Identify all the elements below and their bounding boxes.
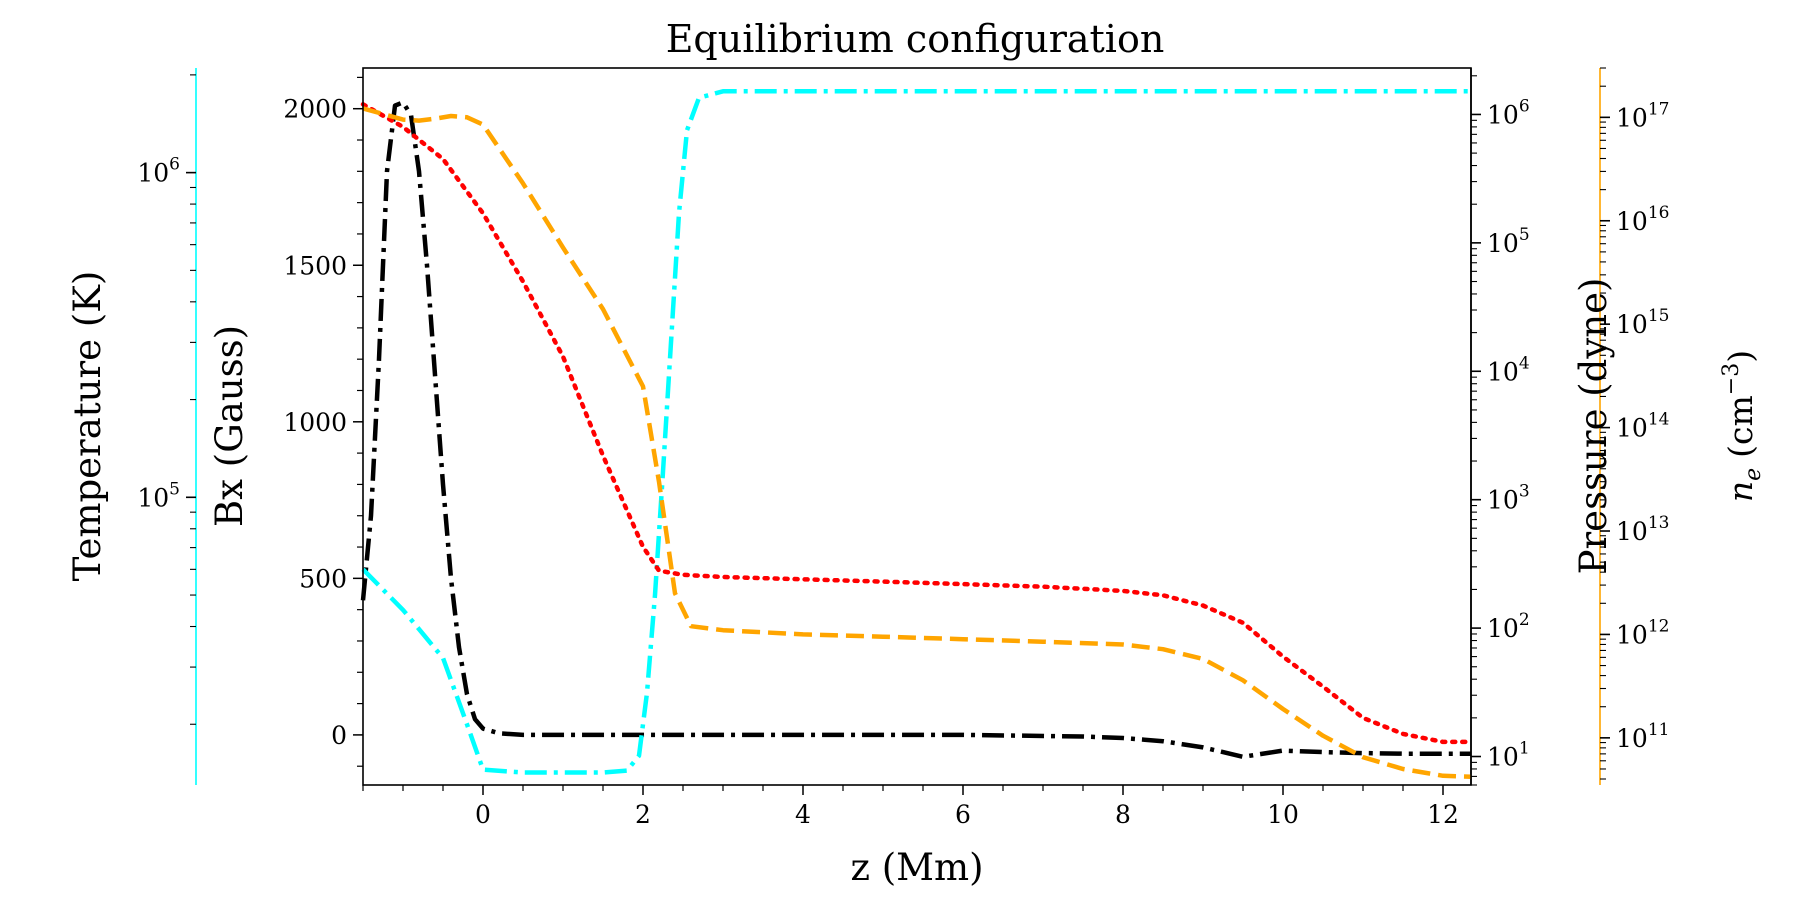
bx-tick-label: 0 xyxy=(331,721,347,750)
x-tick-label: 10 xyxy=(1267,800,1299,829)
pressure-tick-label: 103 xyxy=(1487,482,1530,515)
x-tick-label: 12 xyxy=(1427,800,1459,829)
pressure-tick-label: 104 xyxy=(1487,353,1530,386)
pressure-tick-label: 101 xyxy=(1487,739,1530,772)
x-tick-label: 8 xyxy=(1115,800,1131,829)
pressure-series-line xyxy=(360,102,1474,745)
bx-tick-label: 500 xyxy=(299,564,347,593)
z-axis: 0 2 4 6 8 10 12 xyxy=(362,785,1459,829)
bx-axis-title: Bx (Gauss) xyxy=(208,325,251,527)
pressure-tick-label: 106 xyxy=(1487,96,1530,129)
x-tick-label: 0 xyxy=(475,800,491,829)
x-tick-label: 2 xyxy=(635,800,651,829)
bx-axis: 0 500 1000 1500 2000 xyxy=(283,76,363,767)
temperature-axis: 106 105 xyxy=(137,68,197,785)
pressure-axis-title: Pressure (dyne) xyxy=(1572,278,1615,575)
temperature-tick-label: 105 xyxy=(137,479,180,512)
ne-tick-label: 1015 xyxy=(1616,306,1669,339)
pressure-tick-label: 102 xyxy=(1487,610,1530,643)
ne-tick-label: 1013 xyxy=(1616,513,1669,546)
bx-tick-label: 1000 xyxy=(283,408,347,437)
temperature-series-line xyxy=(361,89,1471,775)
bx-tick-label: 1500 xyxy=(283,251,347,280)
ne-tick-label: 1012 xyxy=(1616,616,1669,649)
pressure-axis: 106 105 104 103 102 101 xyxy=(1470,68,1530,786)
series-layer xyxy=(360,89,1474,780)
bx-series-line xyxy=(360,100,1471,760)
bx-tick-label: 2000 xyxy=(283,95,347,124)
ne-series-line xyxy=(362,106,1472,780)
x-tick-label: 4 xyxy=(795,800,811,829)
plot-frame xyxy=(362,67,1472,786)
ne-axis: 1017 1016 1015 1014 1013 1012 1011 xyxy=(1599,67,1669,785)
ne-tick-label: 1017 xyxy=(1616,99,1669,132)
x-axis-title: z (Mm) xyxy=(850,846,983,889)
temperature-tick-label: 106 xyxy=(137,155,180,188)
pressure-tick-label: 105 xyxy=(1487,225,1530,258)
temperature-axis-title: Temperature (K) xyxy=(66,271,109,582)
ne-tick-label: 1011 xyxy=(1616,720,1669,753)
chart-title: Equilibrium configuration xyxy=(666,17,1165,61)
ne-tick-label: 1014 xyxy=(1616,410,1669,443)
x-tick-label: 6 xyxy=(955,800,971,829)
ne-tick-label: 1016 xyxy=(1616,203,1669,236)
ne-axis-title: ne(cm−3) xyxy=(1719,350,1766,502)
